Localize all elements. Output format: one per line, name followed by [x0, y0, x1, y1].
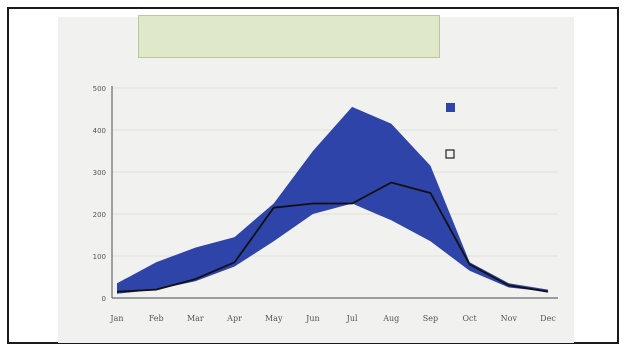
x-tick-label: Feb	[149, 314, 164, 323]
x-tick-label: Jul	[346, 314, 358, 323]
y-tick-label: 400	[93, 127, 106, 135]
legend-swatch-line	[445, 149, 455, 159]
x-tick-label: Oct	[463, 314, 478, 323]
y-tick-label: 500	[93, 85, 106, 93]
x-tick-label: May	[265, 314, 283, 323]
axes	[111, 86, 558, 299]
x-tick-label: Nov	[501, 314, 518, 323]
y-tick-label: 0	[102, 295, 106, 303]
x-tick-label: Mar	[187, 314, 204, 323]
x-tick-label: Jan	[109, 314, 123, 323]
series-line-path	[116, 181, 549, 293]
x-tick-label: Jun	[305, 314, 320, 323]
chart-title-box	[138, 15, 440, 58]
y-tick-labels: 0 100 200 300 400 500	[93, 85, 106, 303]
band-area	[117, 106, 548, 294]
x-tick-label: Aug	[382, 314, 399, 323]
legend	[445, 103, 455, 159]
x-tick-label: Sep	[423, 314, 438, 323]
y-tick-label: 200	[93, 211, 106, 219]
band-area-path	[117, 106, 548, 294]
x-tick-labels: Jan Feb Mar Apr May Jun Jul Aug Sep Oct Nov Dec	[109, 314, 556, 323]
y-tick-label: 300	[93, 169, 106, 177]
x-tick-label: Dec	[540, 314, 556, 323]
y-tick-label: 100	[93, 253, 106, 261]
x-tick-label: Apr	[226, 314, 242, 323]
series-line	[116, 181, 549, 293]
legend-swatch-band	[446, 103, 455, 112]
